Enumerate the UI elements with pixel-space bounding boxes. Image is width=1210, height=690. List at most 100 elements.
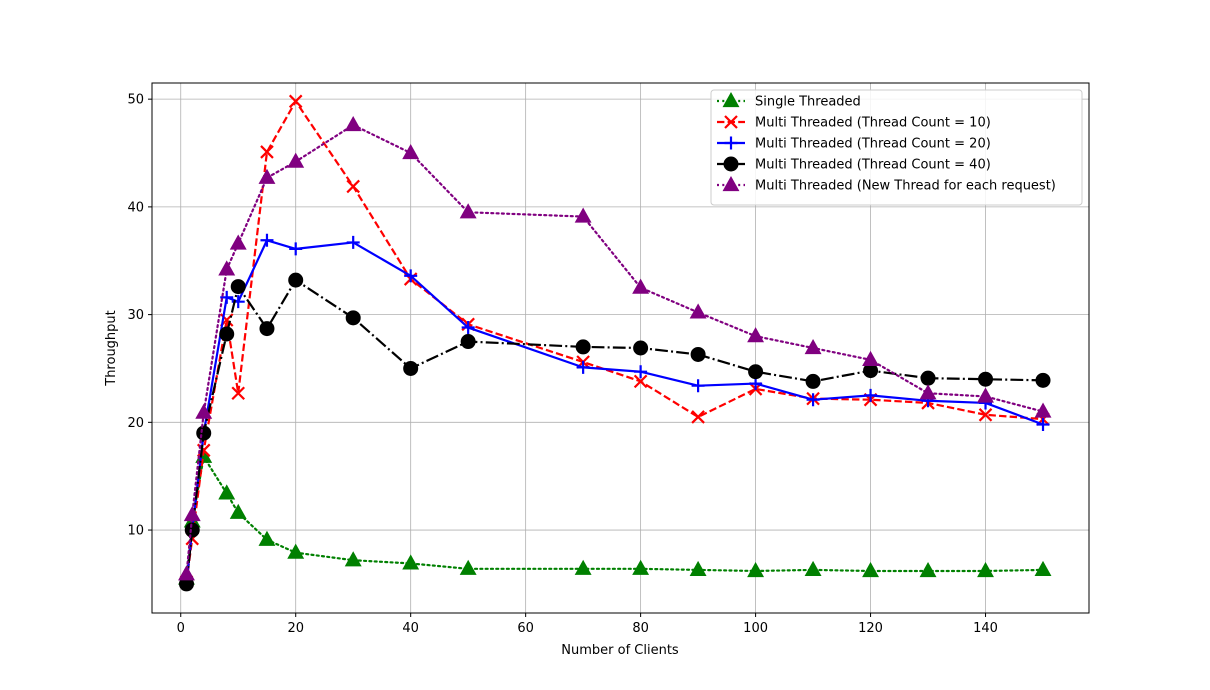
data-point (689, 303, 707, 319)
data-point (196, 425, 212, 441)
data-point (1036, 417, 1050, 431)
data-point (862, 561, 880, 578)
data-point (632, 559, 650, 575)
x-tick-label: 0 (177, 621, 185, 636)
data-point (231, 386, 246, 401)
y-tick-label: 30 (127, 308, 144, 323)
data-point (632, 278, 650, 294)
data-point (919, 561, 937, 578)
data-point (287, 543, 305, 559)
legend-box (710, 89, 1083, 206)
data-point (229, 234, 247, 250)
data-point (218, 260, 236, 276)
legend-marker (722, 175, 740, 192)
legend-label: Multi Threaded (Thread Count = 10) (755, 116, 991, 131)
x-tick-label: 140 (973, 621, 998, 636)
x-tick-label: 80 (632, 621, 649, 636)
data-point (230, 279, 246, 295)
data-point (804, 338, 822, 355)
x-tick-label: 60 (517, 621, 534, 636)
data-point (749, 377, 763, 391)
legend-marker (724, 136, 738, 150)
data-point (345, 310, 361, 326)
legend-marker (723, 156, 739, 172)
data-point (1035, 372, 1051, 388)
data-point (288, 94, 303, 109)
y-tick-label: 20 (127, 416, 144, 431)
data-point (184, 522, 200, 538)
legend-entry: Single Threaded (717, 91, 861, 110)
data-point (258, 530, 276, 546)
series-3 (179, 233, 1050, 591)
data-point (633, 374, 648, 389)
data-point (747, 327, 765, 343)
legend-label: Multi Threaded (Thread Count = 40) (755, 158, 991, 173)
data-point (402, 554, 420, 570)
data-point (289, 242, 303, 256)
data-point (344, 551, 362, 567)
data-point (219, 326, 235, 342)
data-point (747, 561, 765, 578)
series-layer (178, 94, 1052, 592)
data-point (689, 560, 707, 577)
data-point (977, 387, 994, 403)
data-point (459, 559, 477, 575)
data-point (403, 360, 419, 376)
data-point (258, 168, 276, 184)
data-point (748, 364, 764, 380)
data-point (633, 340, 649, 356)
series-line (185, 279, 1044, 585)
data-point (862, 350, 880, 366)
series-5 (178, 115, 1052, 581)
data-point (218, 484, 236, 500)
data-point (260, 145, 274, 159)
legend-label: Multi Threaded (New Thread for each requ… (755, 179, 1056, 194)
data-point (978, 371, 994, 387)
legend-entry: Multi Threaded (Thread Count = 10) (717, 115, 991, 131)
series-1 (178, 447, 1052, 585)
data-point (977, 561, 994, 578)
data-point (806, 393, 820, 407)
data-point (178, 565, 195, 581)
data-point (195, 403, 213, 419)
data-point (574, 559, 592, 575)
data-point (804, 560, 822, 577)
y-axis-label: Throughput (104, 310, 119, 387)
data-point (346, 235, 360, 249)
data-point (805, 373, 821, 389)
series-4 (178, 272, 1051, 592)
x-tick-label: 20 (287, 621, 304, 636)
legend-entry: Multi Threaded (Thread Count = 20) (717, 136, 991, 152)
legend-label: Single Threaded (755, 95, 861, 110)
x-tick-label: 100 (743, 621, 768, 636)
data-point (691, 410, 705, 424)
y-tick-label: 50 (127, 93, 144, 108)
plot-area-frame (151, 82, 1090, 614)
data-point (183, 505, 201, 522)
data-point (229, 503, 247, 519)
legend-marker (724, 115, 738, 129)
data-point (402, 143, 420, 160)
data-point (978, 408, 993, 422)
data-point (919, 384, 937, 400)
data-point (260, 233, 274, 247)
legend-entry: Multi Threaded (New Thread for each requ… (717, 175, 1056, 194)
data-point (1034, 560, 1052, 577)
data-point (691, 379, 705, 393)
y-tick-label: 40 (127, 200, 144, 215)
data-point (404, 269, 418, 283)
x-tick-label: 120 (858, 621, 883, 636)
legend-marker (722, 91, 740, 108)
legend: Single Threaded Multi Threaded (Thread Co… (710, 89, 1083, 206)
data-point (634, 365, 648, 379)
data-point (920, 370, 936, 386)
data-point (344, 115, 362, 132)
series-line (185, 455, 1045, 580)
x-axis-label: Number of Clients (561, 643, 679, 658)
data-point (459, 203, 477, 219)
data-point (576, 360, 590, 374)
data-point (460, 334, 476, 350)
legend-entry: Multi Threaded (Thread Count = 40) (717, 156, 991, 173)
data-point (574, 207, 592, 223)
data-point (288, 272, 304, 288)
